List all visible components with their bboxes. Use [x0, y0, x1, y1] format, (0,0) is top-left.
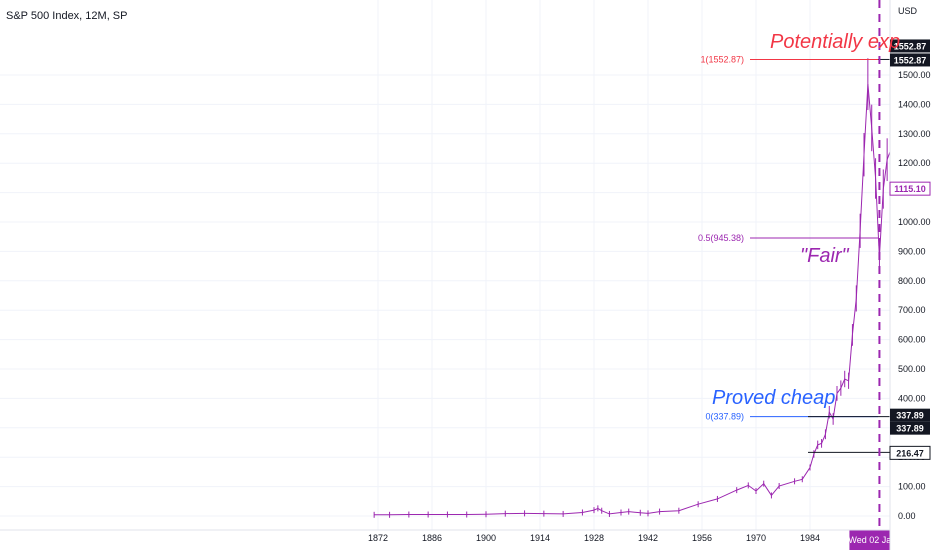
- x-tick-label: 1872: [368, 533, 388, 543]
- chart-title: S&P 500 Index, 12M, SP: [6, 10, 128, 22]
- y-tick-label: 400.00: [898, 393, 926, 403]
- y-tick-label: 1200.00: [898, 158, 931, 168]
- price-badge-label: 337.89: [896, 411, 924, 421]
- y-tick-label: 700.00: [898, 305, 926, 315]
- currency-label: USD: [898, 6, 918, 16]
- price-badges: 1552.87 1552.87 1115.10 337.89 337.89 216.47: [889, 39, 931, 460]
- y-tick-label: 100.00: [898, 482, 926, 492]
- note-potentially-expensive: Potentially exp: [770, 31, 900, 53]
- grid-lines: [0, 0, 890, 530]
- y-tick-label: 1300.00: [898, 129, 931, 139]
- crosshair-date-label: Wed 02 Jan '02: [848, 535, 910, 545]
- price-badge-label: 1552.87: [894, 41, 927, 51]
- x-tick-label: 1914: [530, 533, 550, 543]
- x-tick-label: 1956: [692, 533, 712, 543]
- series-line: [374, 84, 904, 516]
- fib-retracement[interactable]: 1(1552.87) 0.5(945.38) 0(337.89): [698, 54, 890, 453]
- price-badge: [890, 408, 930, 422]
- price-badge-label: 1115.10: [894, 184, 926, 194]
- x-tick-label: 1970: [746, 533, 766, 543]
- note-proved-cheap: Proved cheap: [712, 387, 835, 409]
- y-tick-label: 500.00: [898, 364, 926, 374]
- fib-level-label: 0(337.89): [705, 412, 744, 422]
- y-tick-label: 600.00: [898, 335, 926, 345]
- fib-level-label: 1(1552.87): [700, 54, 744, 64]
- y-tick-label: 1000.00: [898, 217, 931, 227]
- time-axis[interactable]: 1872 1886 1900 1914 1928 1942 1956 1970 1984: [0, 529, 890, 543]
- y-tick-label: 1400.00: [898, 99, 931, 109]
- price-badge: [890, 421, 930, 435]
- y-tick-label: 800.00: [898, 276, 926, 286]
- price-badge-label: 216.47: [896, 448, 924, 458]
- y-tick-label: 1500.00: [898, 70, 931, 80]
- price-badge-label: 337.89: [896, 424, 924, 434]
- price-badge: [890, 53, 930, 67]
- x-tick-label: 1928: [584, 533, 604, 543]
- price-axis[interactable]: USD0.00100.00200.00300.00400.00500.00600…: [889, 0, 932, 550]
- y-tick-label: 0.00: [898, 511, 916, 521]
- price-series: [373, 58, 904, 518]
- price-badge: [890, 39, 930, 53]
- fib-level-label: 0.5(945.38): [698, 233, 744, 243]
- note-fair: "Fair": [800, 245, 850, 267]
- price-badge: [889, 445, 931, 460]
- x-tick-label: 1886: [422, 533, 442, 543]
- x-tick-label: 1900: [476, 533, 496, 543]
- x-tick-label: 1942: [638, 533, 658, 543]
- annotations: Potentially exp "Fair" Proved cheap: [712, 31, 900, 409]
- price-badge-label: 1552.87: [894, 55, 927, 65]
- price-badge: [889, 181, 931, 196]
- x-tick-label: 1984: [800, 533, 820, 543]
- y-tick-label: 900.00: [898, 246, 926, 256]
